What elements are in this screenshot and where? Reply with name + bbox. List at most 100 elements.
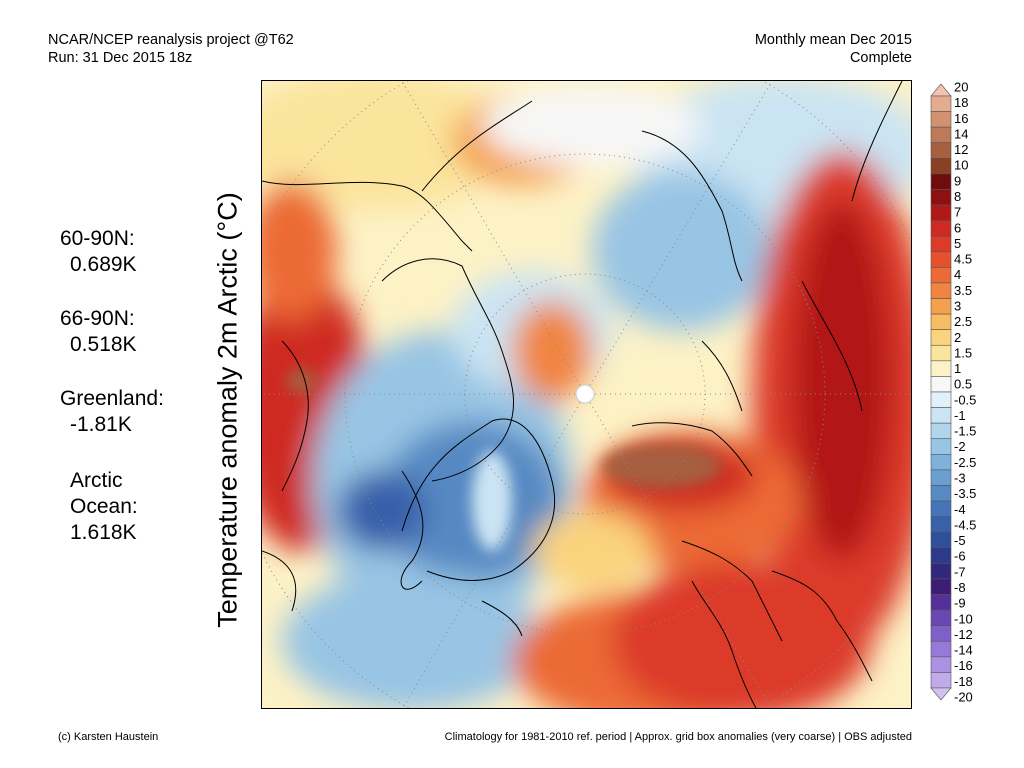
anomaly-peaks: [287, 369, 722, 551]
legend-tick-label: 18: [954, 95, 968, 110]
legend-swatch: [930, 516, 952, 533]
legend-swatch: [930, 344, 952, 362]
legend-swatch: [930, 142, 952, 159]
legend-tick-label: -18: [954, 674, 973, 689]
coastlines: [262, 81, 903, 708]
legend-tick-label: 16: [954, 111, 968, 126]
stat-60-90n: 60-90N: 0.689K: [60, 226, 137, 278]
legend-swatch: [930, 220, 952, 237]
legend-tick-label: -7: [954, 564, 966, 579]
legend-tick-label: 10: [954, 158, 968, 173]
legend-tick-label: -1: [954, 408, 966, 423]
status-label: Complete: [849, 50, 912, 66]
legend-swatch: [930, 485, 952, 502]
legend-swatch: [930, 267, 952, 284]
legend-swatch: [930, 313, 952, 330]
legend-swatch: [930, 563, 952, 580]
legend-swatch: [930, 298, 952, 315]
legend-swatch: [930, 656, 952, 673]
color-legend: 20 18 16 14 12 10 9 8 7 6 5 4.5 4 3.5 3 2.5 2 1.5 1 0.5 -0.5…: [930, 80, 976, 705]
legend-swatch: [930, 422, 952, 440]
legend-tick-label: -20: [954, 690, 973, 705]
legend-tick-label: 1.5: [954, 345, 972, 360]
footer-note: Climatology for 1981-2010 ref. period | …: [444, 731, 912, 743]
legend-swatch: [930, 111, 952, 128]
legend-swatch: [930, 235, 952, 253]
legend-tick-label: -16: [954, 658, 973, 673]
legend-swatch: [930, 391, 952, 408]
stat-value: -1.81K: [70, 413, 132, 436]
legend-swatch: [930, 251, 952, 268]
legend-swatch: [930, 594, 952, 611]
legend-tick-label: 6: [954, 220, 961, 235]
legend-arrow-bottom: [930, 687, 952, 701]
legend-swatch: [930, 625, 952, 642]
legend-tick-label: 7: [954, 205, 961, 220]
legend-tick-label: 3.5: [954, 283, 972, 298]
legend-tick-label: 20: [954, 80, 968, 95]
legend-tick-label: -14: [954, 643, 973, 658]
legend-swatch: [930, 640, 952, 658]
credit: (c) Karsten Haustein: [58, 731, 159, 743]
legend-tick-label: 2: [954, 330, 961, 345]
stat-label: Ocean:: [70, 495, 138, 518]
legend-tick-label: -3: [954, 471, 966, 486]
legend-tick-label: 5: [954, 236, 961, 251]
stat-66-90n: 66-90N: 0.518K: [60, 306, 137, 358]
graticule: [262, 81, 911, 708]
legend-swatch: [930, 95, 952, 112]
stat-label: 66-90N:: [60, 307, 135, 330]
legend-swatch: [930, 126, 952, 144]
legend-swatch: [930, 204, 952, 221]
legend-swatch: [930, 454, 952, 471]
legend-tick-label: -9: [954, 596, 966, 611]
legend-swatch: [930, 438, 952, 455]
legend-swatch: [930, 469, 952, 486]
legend-swatch: [930, 360, 952, 377]
legend-swatch: [930, 609, 952, 626]
legend-tick-label: -1.5: [954, 424, 976, 439]
stat-value: 0.689K: [70, 253, 137, 276]
legend-tick-label: -6: [954, 549, 966, 564]
legend-swatch: [930, 158, 952, 175]
anomaly-field: [262, 81, 911, 708]
stat-value: 0.518K: [70, 333, 137, 356]
stat-label: 60-90N:: [60, 227, 135, 250]
legend-tick-label: -4: [954, 502, 966, 517]
legend-arrow-top: [930, 83, 952, 97]
legend-swatch: [930, 173, 952, 190]
stat-arctic-ocean: Arctic Ocean: 1.618K: [70, 468, 138, 546]
legend-swatch: [930, 672, 952, 689]
legend-swatch: [930, 189, 952, 206]
north-pole-marker: [575, 384, 595, 404]
legend-tick-label: -0.5: [954, 392, 976, 407]
map-title: Temperature anomaly 2m Arctic (°C): [212, 192, 243, 628]
legend-tick-label: -2.5: [954, 455, 976, 470]
legend-tick-label: -3.5: [954, 486, 976, 501]
stat-greenland: Greenland: -1.81K: [60, 386, 164, 438]
legend-swatch: [930, 531, 952, 549]
legend-tick-label: 1: [954, 361, 961, 376]
legend-tick-label: -5: [954, 533, 966, 548]
run-label: Run: 31 Dec 2015 18z: [48, 50, 193, 66]
header-right: Monthly mean Dec 2015 Complete: [755, 31, 912, 67]
legend-tick-label: -8: [954, 580, 966, 595]
legend-tick-label: 0.5: [954, 377, 972, 392]
legend-swatch: [930, 500, 952, 517]
legend-tick-label: -2: [954, 439, 966, 454]
legend-swatch: [930, 376, 952, 393]
stat-label: Arctic: [70, 469, 123, 492]
legend-swatch: [930, 578, 952, 595]
legend-tick-label: -10: [954, 611, 973, 626]
period-label: Monthly mean Dec 2015: [754, 32, 912, 48]
legend-tick-label: 9: [954, 173, 961, 188]
stat-label: Greenland:: [60, 387, 164, 410]
legend-tick-label: 3: [954, 298, 961, 313]
stat-value: 1.618K: [70, 521, 137, 544]
project-label: NCAR/NCEP reanalysis project @T62: [48, 32, 294, 48]
legend-swatch: [930, 329, 952, 346]
header-left: NCAR/NCEP reanalysis project @T62 Run: 3…: [48, 31, 294, 67]
legend-swatch: [930, 282, 952, 299]
legend-tick-label: -4.5: [954, 517, 976, 532]
legend-tick-label: 2.5: [954, 314, 972, 329]
